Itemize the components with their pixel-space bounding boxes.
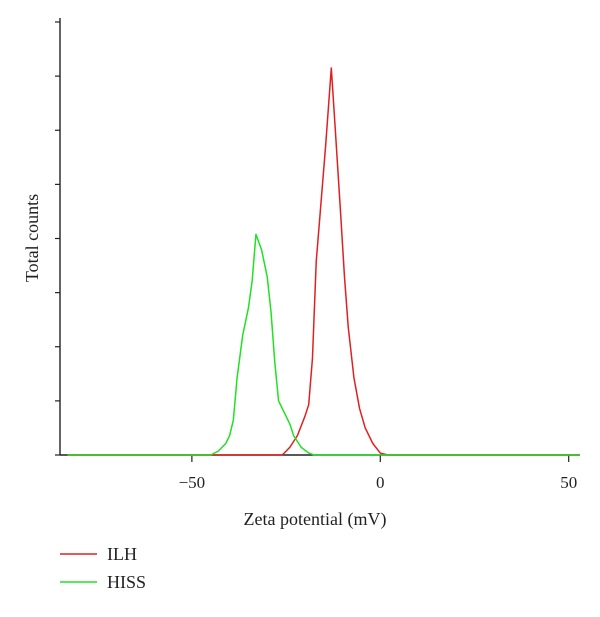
x-axis-title: Zeta potential (mV) bbox=[244, 509, 387, 530]
x-ticks: −50 0 50 bbox=[179, 455, 577, 492]
series-line-hiss bbox=[67, 233, 580, 456]
legend-item-hiss: HISS bbox=[60, 572, 146, 592]
y-ticks bbox=[55, 21, 60, 456]
legend-item-ilh: ILH bbox=[60, 544, 137, 564]
axes bbox=[59, 18, 580, 456]
x-tick-label: −50 bbox=[179, 473, 206, 492]
x-tick-label: 0 bbox=[376, 473, 385, 492]
legend-label-hiss: HISS bbox=[107, 572, 146, 592]
series-layer bbox=[67, 67, 580, 456]
legend: ILH HISS bbox=[60, 544, 146, 592]
x-tick-label: 50 bbox=[560, 473, 577, 492]
series-line-ilh bbox=[67, 67, 580, 456]
legend-label-ilh: ILH bbox=[107, 544, 137, 564]
y-axis-title: Total counts bbox=[22, 194, 42, 282]
